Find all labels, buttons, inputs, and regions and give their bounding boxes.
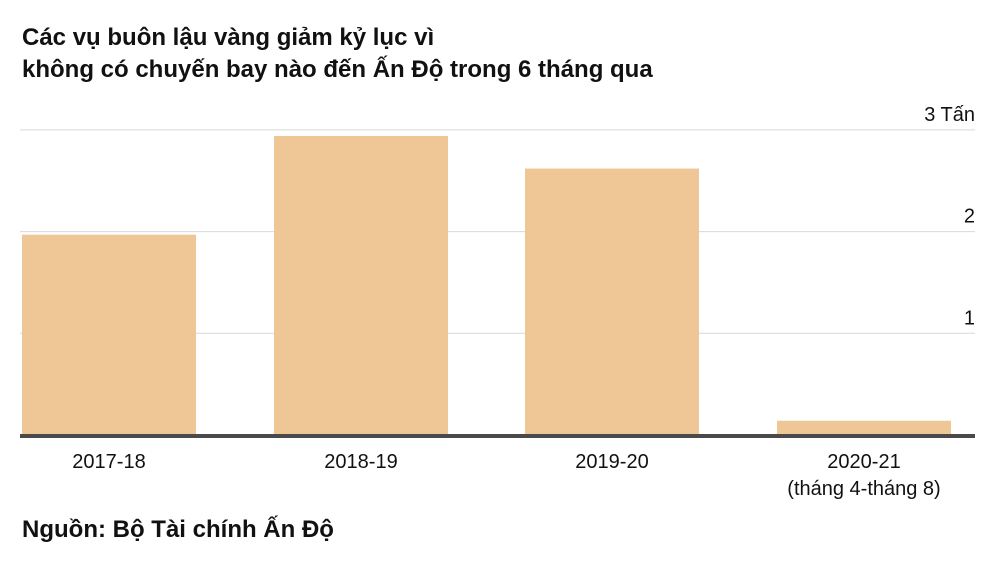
x-tick-label: 2017-18: [72, 451, 145, 473]
x-tick-label: 2018-19: [324, 451, 397, 473]
bar: [274, 136, 448, 435]
y-tick-label: 2: [964, 206, 975, 228]
chart-title-line-2: không có chuyến bay nào đến Ấn Độ trong …: [22, 56, 653, 83]
y-tick-label: 1: [964, 307, 975, 329]
bar: [777, 420, 951, 435]
bar: [22, 234, 196, 435]
source-note: Nguồn: Bộ Tài chính Ấn Độ: [22, 516, 334, 543]
chart-title: Các vụ buôn lậu vàng giảm kỷ lục vì khôn…: [22, 22, 653, 86]
x-tick-label: 2020-21: [827, 451, 900, 473]
y-tick-label: 3 Tấn: [924, 104, 975, 126]
x-tick-label: (tháng 4-tháng 8): [787, 478, 940, 500]
chart-title-line-1: Các vụ buôn lậu vàng giảm kỷ lục vì: [22, 24, 435, 51]
x-tick-label: 2019-20: [575, 451, 648, 473]
bar: [525, 168, 699, 435]
